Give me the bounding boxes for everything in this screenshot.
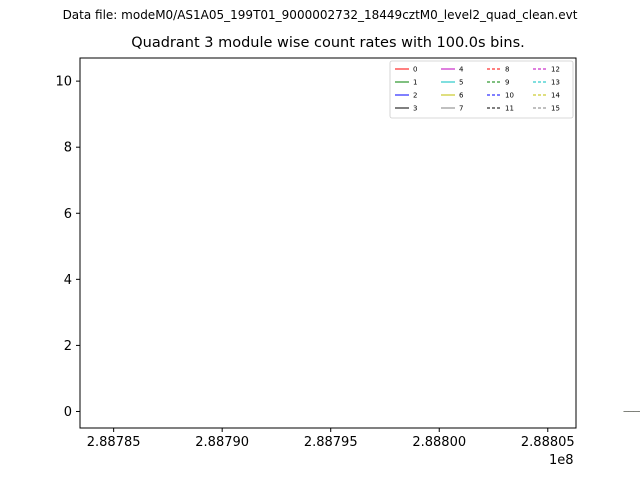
legend-label-1: 1 <box>413 79 417 87</box>
series-line-15 <box>623 411 640 412</box>
series-line-4 <box>623 411 640 412</box>
x-offset-label: 1e8 <box>549 453 574 468</box>
series-line-10 <box>623 411 640 412</box>
chart-title: Quadrant 3 module wise count rates with … <box>131 35 525 51</box>
legend-label-11: 11 <box>505 105 514 113</box>
series-line-2 <box>623 411 640 412</box>
legend-label-8: 8 <box>505 66 509 74</box>
y-tick-label: 2 <box>64 339 72 354</box>
y-tick-label: 0 <box>64 405 72 420</box>
x-tick-label: 2.88800 <box>412 435 466 450</box>
series-line-1 <box>623 411 640 412</box>
y-tick-label: 8 <box>64 141 72 156</box>
y-tick-label: 10 <box>55 75 72 90</box>
legend-label-5: 5 <box>459 79 463 87</box>
x-tick-label: 2.88790 <box>195 435 249 450</box>
series-line-0 <box>623 411 640 412</box>
legend-label-7: 7 <box>459 105 463 113</box>
x-axis: 2.88785 2.88790 2.88795 2.88800 2.88805 <box>87 428 575 450</box>
x-tick-label: 2.88805 <box>521 435 575 450</box>
series-line-13 <box>623 411 640 412</box>
legend-label-12: 12 <box>551 66 560 74</box>
series-line-5 <box>623 411 640 412</box>
legend-label-2: 2 <box>413 92 417 100</box>
legend-label-0: 0 <box>413 66 417 74</box>
suptitle: Data file: modeM0/AS1A05_199T01_90000027… <box>62 8 578 22</box>
y-tick-label: 6 <box>64 207 72 222</box>
series-line-12 <box>623 411 640 412</box>
series-line-6 <box>623 411 640 412</box>
series-line-7 <box>623 411 640 412</box>
plot-frame <box>79 57 577 429</box>
series-lines <box>623 411 640 412</box>
series-line-11 <box>623 411 640 412</box>
legend-label-3: 3 <box>413 105 417 113</box>
x-tick-label: 2.88785 <box>87 435 141 450</box>
legend-label-10: 10 <box>505 92 514 100</box>
series-line-14 <box>623 411 640 412</box>
series-line-9 <box>623 411 640 412</box>
series-line-3 <box>623 411 640 412</box>
series-line-8 <box>623 411 640 412</box>
y-tick-label: 4 <box>64 273 72 288</box>
x-tick-label: 2.88795 <box>304 435 358 450</box>
legend-label-13: 13 <box>551 79 560 87</box>
y-axis: 0 2 4 6 8 10 <box>55 75 80 420</box>
legend-label-4: 4 <box>459 66 464 74</box>
legend-box <box>389 60 574 119</box>
legend-label-6: 6 <box>459 92 464 100</box>
legend-label-9: 9 <box>505 79 509 87</box>
legend-label-15: 15 <box>551 105 560 113</box>
legend-label-14: 14 <box>551 92 560 100</box>
